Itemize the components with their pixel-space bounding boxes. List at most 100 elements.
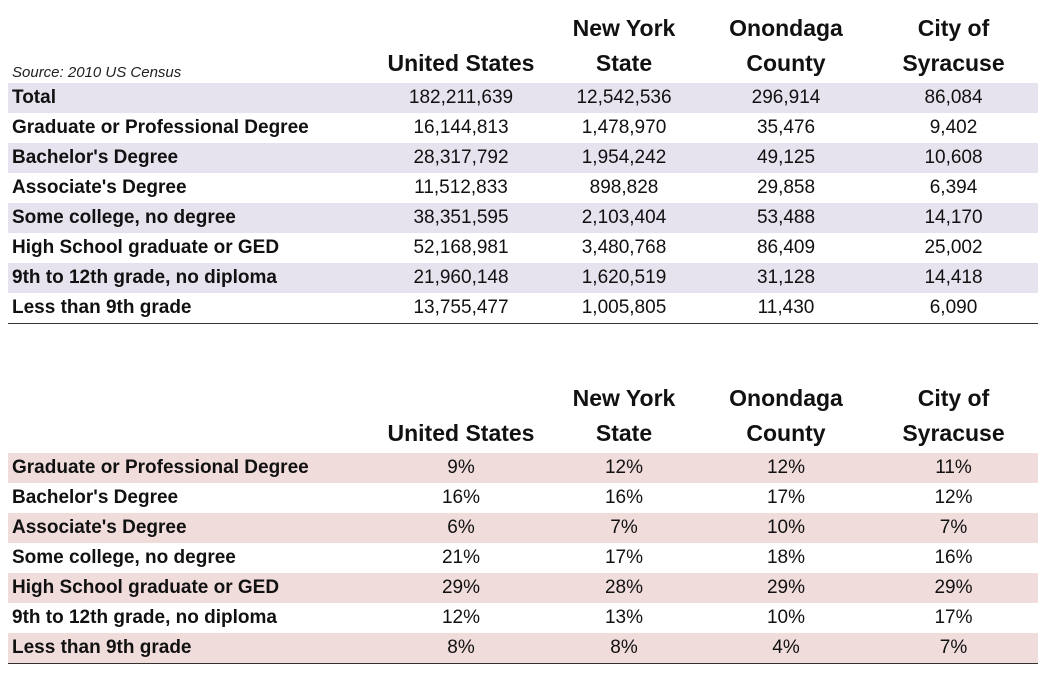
table-cell: 13,755,477 <box>413 297 509 318</box>
table-cell: 182,211,639 <box>408 87 514 108</box>
table-cell: 9% <box>447 457 475 478</box>
table-cell: 11,512,833 <box>414 177 508 198</box>
counts-table: Source: 2010 US Census United States New… <box>8 13 1038 324</box>
row-label: Bachelor's Degree <box>12 147 179 168</box>
table-cell: 16,144,813 <box>413 117 509 138</box>
table-cell: 16% <box>934 547 973 568</box>
source-note: Source: 2010 US Census <box>12 64 182 81</box>
row-label: Associate's Degree <box>12 517 187 538</box>
percent-table-header: United States New York State Onondaga Coun… <box>8 383 1038 453</box>
column-header-onondaga-county: Onondaga County <box>729 15 843 76</box>
table-cell: 35,476 <box>756 117 816 138</box>
table-row: Graduate or Professional Degree 16,144,81… <box>8 113 1038 143</box>
table-row: Bachelor's Degree 16% 16% 17% 12% <box>8 483 1038 513</box>
table-cell: 1,478,970 <box>581 117 667 138</box>
table-cell: 29,858 <box>756 177 816 198</box>
table-row: Bachelor's Degree 28,317,792 1,954,242 49,1… <box>8 143 1038 173</box>
column-header-united-states: United States <box>387 420 535 446</box>
table-cell: 21% <box>441 547 481 568</box>
counts-table-body: Total 182,211,639 12,542,536 296,914 86,084 G… <box>8 83 1038 324</box>
table-cell: 898,828 <box>589 177 659 198</box>
table-cell: 29% <box>441 577 481 598</box>
table-cell: 11% <box>935 457 972 478</box>
table-cell: 11,430 <box>757 297 815 318</box>
table-cell: 296,914 <box>751 87 821 108</box>
table-cell: 6% <box>447 517 475 538</box>
row-label: Total <box>12 87 56 108</box>
column-header-city-of-syracuse: City of Syracuse <box>902 15 1005 76</box>
table-cell: 7% <box>610 517 638 538</box>
counts-table-header: Source: 2010 US Census United States New… <box>8 13 1038 83</box>
table-row: Some college, no degree 38,351,595 2,103,4… <box>8 203 1038 233</box>
table-cell: 29% <box>766 577 806 598</box>
percent-table-body: Graduate or Professional Degree 9% 12% 12% 1… <box>8 453 1038 664</box>
percent-table: United States New York State Onondaga Coun… <box>8 383 1038 664</box>
table-cell: 1,954,242 <box>581 147 667 168</box>
table-row: 9th to 12th grade, no diploma 12% 13% 10% 17… <box>8 603 1038 633</box>
row-label: Less than 9th grade <box>12 297 192 318</box>
table-cell: 18% <box>766 547 806 568</box>
row-label: 9th to 12th grade, no diploma <box>12 267 277 288</box>
table-row: Total 182,211,639 12,542,536 296,914 86,084 <box>8 83 1038 113</box>
table-cell: 3,480,768 <box>581 237 667 258</box>
table-cell: 12% <box>934 487 973 508</box>
column-header-city-of-syracuse: City of Syracuse <box>902 385 1005 446</box>
table-row: High School graduate or GED 29% 28% 29% 29% <box>8 573 1038 603</box>
table-row: Less than 9th grade 13,755,477 1,005,805 11… <box>8 293 1038 324</box>
table-cell: 4% <box>772 637 800 658</box>
row-label: Some college, no degree <box>12 547 236 568</box>
table-cell: 1,005,805 <box>581 297 667 318</box>
table-cell: 17% <box>604 547 644 568</box>
table-cell: 53,488 <box>756 207 816 228</box>
column-header-onondaga-county: Onondaga County <box>729 385 843 446</box>
row-label: High School graduate or GED <box>12 577 280 598</box>
table-cell: 16% <box>604 487 644 508</box>
table-cell: 1,620,519 <box>581 267 667 288</box>
row-label: Some college, no degree <box>12 207 236 228</box>
table-cell: 10% <box>766 517 806 538</box>
table-cell: 2,103,404 <box>581 207 667 228</box>
table-cell: 7% <box>939 517 968 538</box>
table-row: Some college, no degree 21% 17% 18% 16% <box>8 543 1038 573</box>
column-header-new-york-state: New York State <box>572 15 676 76</box>
table-row: 9th to 12th grade, no diploma 21,960,148 1… <box>8 263 1038 293</box>
table-cell: 6,394 <box>929 177 978 198</box>
column-header-new-york-state: New York State <box>572 385 676 446</box>
row-label: Graduate or Professional Degree <box>12 457 309 478</box>
column-header-united-states: United States <box>387 50 535 76</box>
table-row: High School graduate or GED 52,168,981 3,4… <box>8 233 1038 263</box>
table-cell: 10% <box>766 607 806 628</box>
row-label: 9th to 12th grade, no diploma <box>12 607 277 628</box>
row-label: Graduate or Professional Degree <box>12 117 309 138</box>
table-cell: 12% <box>441 607 481 628</box>
table-cell: 49,125 <box>756 147 816 168</box>
table-row: Graduate or Professional Degree 9% 12% 12% 1… <box>8 453 1038 483</box>
table-cell: 12% <box>766 457 806 478</box>
table-cell: 12,542,536 <box>576 87 672 108</box>
table-cell: 28,317,792 <box>413 147 509 168</box>
table-cell: 29% <box>934 577 973 598</box>
table-cell: 86,084 <box>924 87 983 108</box>
table-cell: 14,170 <box>924 207 983 228</box>
table-cell: 10,608 <box>924 147 983 168</box>
row-label: Associate's Degree <box>12 177 187 198</box>
table-cell: 31,128 <box>756 267 816 288</box>
row-label: High School graduate or GED <box>12 237 280 258</box>
table-cell: 17% <box>934 607 973 628</box>
table-row: Less than 9th grade 8% 8% 4% 7% <box>8 633 1038 664</box>
table-cell: 25,002 <box>924 237 983 258</box>
table-cell: 17% <box>766 487 806 508</box>
table-cell: 52,168,981 <box>413 237 509 258</box>
table-cell: 28% <box>604 577 644 598</box>
table-cell: 16% <box>441 487 481 508</box>
row-label: Less than 9th grade <box>12 637 192 658</box>
table-cell: 8% <box>610 637 638 658</box>
table-cell: 12% <box>604 457 644 478</box>
table-cell: 38,351,595 <box>413 207 509 228</box>
table-cell: 14,418 <box>924 267 983 288</box>
table-row: Associate's Degree 6% 7% 10% 7% <box>8 513 1038 543</box>
table-cell: 13% <box>604 607 644 628</box>
table-cell: 7% <box>939 637 968 658</box>
table-cell: 86,409 <box>756 237 816 258</box>
table-row: Associate's Degree 11,512,833 898,828 29,85… <box>8 173 1038 203</box>
